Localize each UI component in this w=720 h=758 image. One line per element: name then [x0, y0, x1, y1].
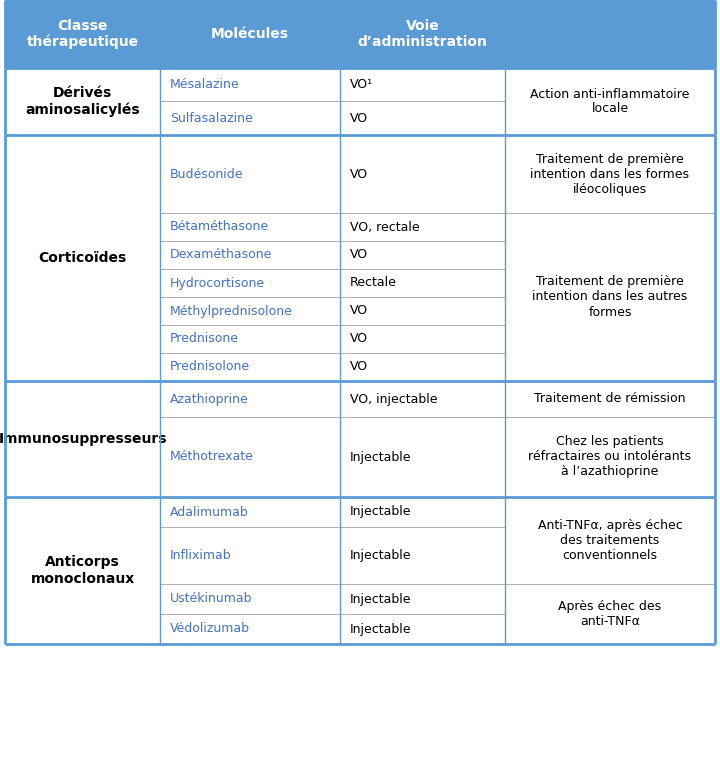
Text: Infliximab: Infliximab [170, 549, 232, 562]
Text: Injectable: Injectable [350, 506, 412, 518]
Text: Védolizumab: Védolizumab [170, 622, 250, 635]
Text: Classe
thérapeutique: Classe thérapeutique [27, 19, 138, 49]
Text: Injectable: Injectable [350, 549, 412, 562]
Text: VO: VO [350, 249, 368, 262]
Text: Sulfasalazine: Sulfasalazine [170, 111, 253, 124]
Bar [5, 497, 715, 644]
Text: VO: VO [350, 361, 368, 374]
Text: Dérivés
aminosalicylés: Dérivés aminosalicylés [25, 86, 140, 117]
Text: Injectable: Injectable [350, 622, 412, 635]
Text: VO: VO [350, 168, 368, 180]
Text: Traitement de première
intention dans les formes
iléocoliques: Traitement de première intention dans le… [531, 152, 690, 196]
Text: Rectale: Rectale [350, 277, 397, 290]
Bar [5, 135, 715, 381]
Text: Molécules: Molécules [211, 27, 289, 41]
Text: Azathioprine: Azathioprine [170, 393, 248, 406]
Text: Injectable: Injectable [350, 593, 412, 606]
Text: Hydrocortisone: Hydrocortisone [170, 277, 265, 290]
Text: Traitement de première
intention dans les autres
formes: Traitement de première intention dans le… [532, 275, 688, 318]
Text: VO, injectable: VO, injectable [350, 393, 438, 406]
Text: Anti-TNFα, après échec
des traitements
conventionnels: Anti-TNFα, après échec des traitements c… [538, 519, 683, 562]
Bar [5, 0, 715, 68]
Text: VO: VO [350, 111, 368, 124]
Text: VO: VO [350, 333, 368, 346]
Text: Dexaméthasone: Dexaméthasone [170, 249, 272, 262]
Text: Chez les patients
réfractaires ou intolérants
à l’azathioprine: Chez les patients réfractaires ou intolé… [528, 436, 691, 478]
Text: Corticoïdes: Corticoïdes [38, 251, 127, 265]
Text: VO: VO [350, 305, 368, 318]
Text: Adalimumab: Adalimumab [170, 506, 248, 518]
Text: Voie
d’administration: Voie d’administration [358, 19, 487, 49]
Text: Après échec des
anti-TNFα: Après échec des anti-TNFα [559, 600, 662, 628]
Text: Méthotrexate: Méthotrexate [170, 450, 254, 463]
Text: Ustékinumab: Ustékinumab [170, 593, 253, 606]
Text: Budésonide: Budésonide [170, 168, 243, 180]
Bar [5, 68, 715, 135]
Text: Méthylprednisolone: Méthylprednisolone [170, 305, 293, 318]
Text: VO¹: VO¹ [350, 78, 373, 91]
Text: VO, rectale: VO, rectale [350, 221, 420, 233]
Text: Immunosuppresseurs: Immunosuppresseurs [0, 432, 167, 446]
Bar [5, 381, 715, 497]
Text: Mésalazine: Mésalazine [170, 78, 240, 91]
Text: Anticorps
monoclonaux: Anticorps monoclonaux [30, 556, 135, 586]
Text: Bétaméthasone: Bétaméthasone [170, 221, 269, 233]
Text: Prednisone: Prednisone [170, 333, 239, 346]
Text: Action anti-inflammatoire
locale: Action anti-inflammatoire locale [531, 87, 690, 115]
Text: Prednisolone: Prednisolone [170, 361, 250, 374]
Text: Traitement de rémission: Traitement de rémission [534, 393, 685, 406]
Text: Injectable: Injectable [350, 450, 412, 463]
